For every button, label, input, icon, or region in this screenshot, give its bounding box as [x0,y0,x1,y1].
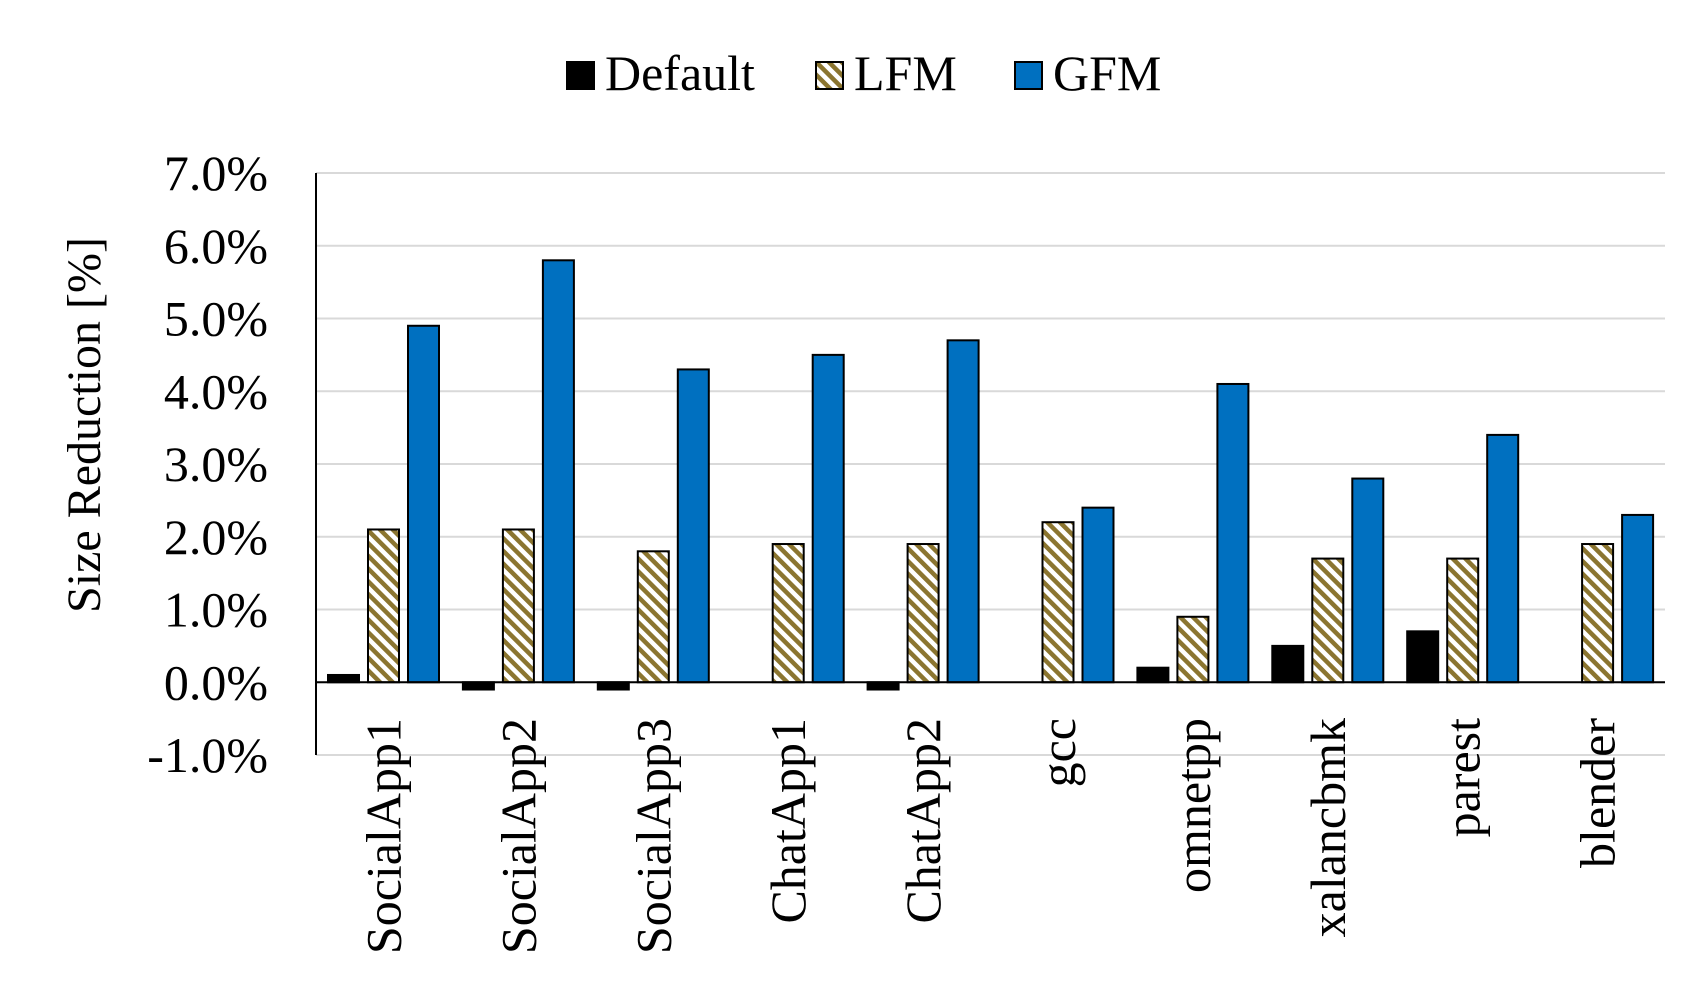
bar-default-socialapp3 [596,681,630,691]
bar-gfm-socialapp2 [541,259,575,684]
x-category-label: SocialApp1 [355,718,411,954]
bar-gfm-blender [1621,513,1655,684]
bar-gfm-socialapp3 [676,368,710,684]
bar-gfm-socialapp1 [407,324,440,684]
bar-lfm-chatapp1 [771,543,805,684]
legend: Default LFM GFM [566,45,1161,101]
bar-gfm-xalancbmk [1351,477,1385,684]
y-tick-label: 1.0% [164,582,268,638]
bar-gfm-omnetpp [1216,382,1250,684]
x-category-label: omnetpp [1165,718,1221,893]
y-axis-title: Size Reduction [%] [58,237,111,613]
bar-gfm-chatapp2 [946,339,980,684]
x-category-label: xalancbmk [1300,718,1356,937]
y-tick-label: 3.0% [164,436,268,492]
bar-lfm-socialapp3 [636,550,670,684]
x-category-label: SocialApp2 [490,718,546,954]
y-tick-label: 2.0% [164,509,268,565]
legend-label-default: Default [605,45,755,101]
y-tick-labels: -1.0% 0.0% 1.0% 2.0% 3.0% 4.0% 5.0% 6.0% 7.0% [147,145,268,783]
bar-lfm-xalancbmk [1311,557,1345,684]
bar-default-socialapp1 [327,673,360,684]
x-category-label: ChatApp1 [760,718,816,924]
x-category-label: SocialApp3 [625,718,681,954]
legend-swatch-gfm [1014,61,1043,90]
y-tick-label: 0.0% [164,654,268,710]
bar-default-socialapp2 [461,681,495,691]
x-category-label: gcc [1030,718,1086,787]
x-category-label: parest [1435,718,1491,837]
bar-lfm-socialapp1 [367,528,400,684]
bar-default-xalancbmk [1271,644,1305,684]
legend-label-gfm: GFM [1053,45,1161,101]
bar-default-omnetpp [1136,666,1170,684]
legend-swatch-lfm [815,61,844,90]
y-tick-label: 5.0% [164,291,268,347]
y-tick-label: 4.0% [164,363,268,419]
bar-gfm-gcc [1081,506,1115,684]
x-category-label: ChatApp2 [895,718,951,924]
bar-lfm-gcc [1041,521,1075,684]
legend-swatch-default [566,61,595,90]
y-tick-label: 7.0% [164,145,268,201]
legend-label-lfm: LFM [854,45,957,101]
x-category-label: blender [1570,718,1626,868]
bar-default-chatapp2 [866,681,900,691]
bar-lfm-omnetpp [1176,615,1210,684]
bar-lfm-parest [1446,557,1480,684]
bar-lfm-chatapp2 [906,543,940,684]
x-category-labels: SocialApp1 SocialApp2 SocialApp3 ChatApp1 Ch… [355,718,1625,954]
axes [315,173,1665,755]
bar-lfm-socialapp2 [501,528,535,684]
bar-gfm-chatapp1 [811,353,845,684]
bar-gfm-parest [1486,433,1520,684]
bar-lfm-blender [1581,543,1615,684]
bars [327,259,1655,691]
y-tick-label: -1.0% [147,727,268,783]
y-tick-label: 6.0% [164,218,268,274]
bar-default-parest [1406,630,1440,684]
